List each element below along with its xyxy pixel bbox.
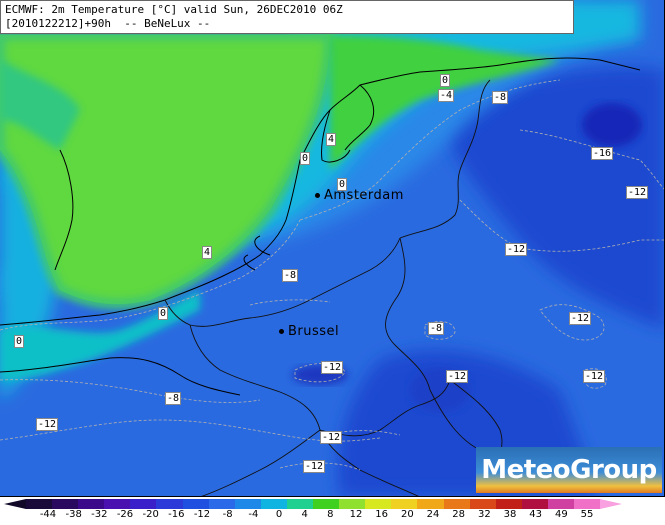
city-marker-amsterdam	[315, 193, 320, 198]
legend-tick-label: 28	[452, 509, 466, 520]
logo-text: MeteoGroup	[481, 455, 657, 485]
contour-label: -12	[320, 431, 343, 444]
legend-tick-label: 43	[529, 509, 543, 520]
legend-swatch	[104, 499, 131, 509]
contour-label: 0	[158, 307, 169, 320]
legend-swatch	[286, 499, 314, 509]
legend-swatch	[156, 499, 183, 509]
contour-label: -12	[505, 243, 528, 256]
legend-swatch	[443, 499, 470, 509]
legend-tick-label: 32	[477, 509, 491, 520]
contour-label: -12	[583, 370, 606, 383]
legend-tick-label: -44	[39, 509, 57, 520]
coastlines	[0, 57, 641, 396]
legend-tick-label: -16	[168, 509, 185, 520]
city-marker-brussel	[279, 329, 284, 334]
contour-label: 4	[202, 246, 213, 259]
legend-color-bar	[26, 499, 601, 509]
contour-label: -8	[165, 392, 182, 405]
contour-label: 0	[440, 74, 451, 87]
legend-swatch	[365, 499, 392, 509]
legend-tick-label: -38	[65, 509, 82, 520]
legend-tick-label: -20	[142, 509, 159, 520]
title-line-1: ECMWF: 2m Temperature [°C] valid Sun, 26…	[5, 3, 343, 16]
north-sea-green	[0, 35, 330, 305]
legend-swatch	[573, 499, 601, 509]
contour-label: -4	[438, 89, 455, 102]
legend-swatch	[339, 499, 366, 509]
country-borders	[164, 79, 503, 496]
title-line-2: [2010122212]+90h -- BeNeLux --	[5, 17, 211, 30]
contour-label: -16	[591, 147, 614, 160]
contour-label: 0	[300, 152, 311, 165]
contour-label: -12	[626, 186, 649, 199]
contour-label: 0	[14, 335, 25, 348]
contour-label: -12	[36, 418, 59, 431]
legend-right-arrow	[600, 499, 622, 509]
legend-swatch	[417, 499, 444, 509]
legend-tick-label: -32	[91, 509, 108, 520]
contour-label: 4	[326, 133, 337, 146]
legend-swatch	[260, 499, 287, 509]
cold-core-ne	[582, 103, 642, 147]
legend-swatch	[234, 499, 261, 509]
contour-label: -12	[321, 361, 344, 374]
green-west-edge	[0, 60, 80, 150]
green-strip-ne	[330, 35, 560, 170]
city-label-amsterdam: Amsterdam	[324, 188, 404, 203]
legend-tick-label: 8	[327, 509, 334, 520]
contour-label: -8	[282, 269, 299, 282]
legend-swatch	[208, 499, 235, 509]
city-label-brussel: Brussel	[288, 324, 340, 339]
channel-cyan	[0, 290, 200, 380]
legend-tick-labels: -44 -38 -32 -26 -20 -16 -12 -8 -4 0 4 8 12 16 20 24 28 32…	[0, 509, 665, 523]
legend-tick-label: 55	[580, 509, 594, 520]
contour-label: 0	[337, 178, 348, 191]
legend-swatch	[547, 499, 574, 509]
legend-tick-label: 38	[503, 509, 517, 520]
contour-label: -12	[446, 370, 469, 383]
legend-swatch	[78, 499, 105, 509]
legend-swatch	[469, 499, 496, 509]
legend-swatch	[521, 499, 548, 509]
legend-swatch	[391, 499, 418, 509]
legend-tick-label: 0	[275, 509, 283, 520]
contour-label: -8	[492, 91, 509, 104]
contour-label: -12	[569, 312, 592, 325]
legend-left-arrow	[4, 499, 26, 509]
north-sea-green-edge	[0, 30, 336, 310]
map-canvas	[0, 0, 664, 496]
temperature-map: 0 -4 -8 -16 -12 4 0 0 -8 -12 4 0 0 -12 -…	[0, 0, 665, 497]
legend-tick-label: 49	[554, 509, 568, 520]
contour-label: -8	[428, 322, 445, 335]
contour-label: -12	[303, 460, 326, 473]
legend-swatch	[182, 499, 209, 509]
legend-swatch	[313, 499, 340, 509]
legend-swatch	[130, 499, 157, 509]
legend-tick-label: -4	[248, 509, 259, 520]
legend-tick-label: 12	[349, 509, 363, 520]
legend-tick-label: -12	[193, 509, 211, 520]
legend-swatch	[26, 499, 53, 509]
map-title: ECMWF: 2m Temperature [°C] valid Sun, 26…	[0, 0, 574, 34]
legend-tick-label: 16	[375, 509, 389, 520]
color-legend: -44 -38 -32 -26 -20 -16 -12 -8 -4 0 4 8 12 16 20 24 28 32…	[0, 497, 665, 525]
meteogroup-logo: MeteoGroup	[476, 447, 662, 493]
legend-swatch	[495, 499, 522, 509]
legend-tick-label: 20	[400, 509, 414, 520]
legend-tick-label: -8	[222, 509, 233, 520]
legend-tick-label: -26	[116, 509, 134, 520]
legend-swatch	[52, 499, 79, 509]
legend-tick-label: 24	[426, 509, 440, 520]
legend-tick-label: 4	[301, 509, 308, 520]
